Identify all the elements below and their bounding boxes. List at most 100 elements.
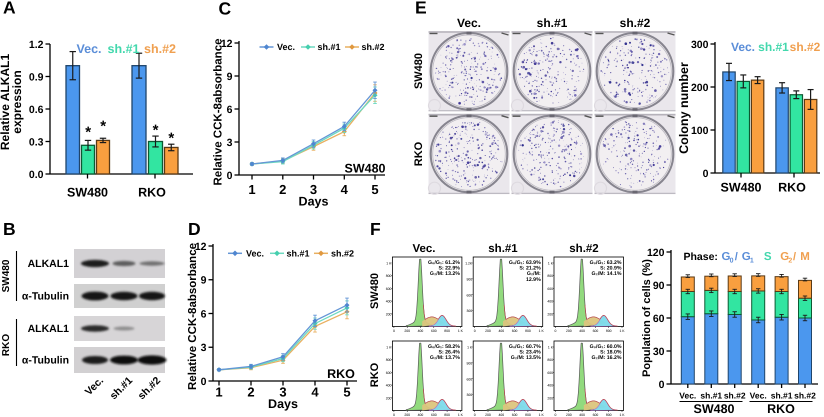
svg-text:600: 600 xyxy=(431,329,437,333)
svg-text:900: 900 xyxy=(467,277,473,281)
svg-text:2: 2 xyxy=(788,258,792,265)
svg-text:G: G xyxy=(742,251,751,263)
svg-text:200: 200 xyxy=(691,82,709,94)
svg-text:1 K: 1 K xyxy=(548,346,554,350)
svg-text:Phase:: Phase: xyxy=(684,251,718,263)
svg-text:Colony number: Colony number xyxy=(677,62,691,154)
svg-text:1: 1 xyxy=(248,182,255,197)
svg-text:SW480: SW480 xyxy=(694,402,735,416)
svg-text:3: 3 xyxy=(310,182,317,197)
svg-text:Vec.: Vec. xyxy=(731,40,755,54)
svg-text:400: 400 xyxy=(547,384,553,388)
svg-text:9: 9 xyxy=(227,71,233,83)
svg-text:0: 0 xyxy=(703,168,709,180)
svg-text:G₀/G₁: 63.9%: G₀/G₁: 63.9% xyxy=(509,260,541,266)
svg-text:S: 20.9%: S: 20.9% xyxy=(600,266,622,272)
svg-text:30: 30 xyxy=(653,346,665,358)
svg-text:S: 22.9%: S: 22.9% xyxy=(439,266,461,272)
svg-text:sh.#1: sh.#1 xyxy=(758,40,789,54)
svg-text:400: 400 xyxy=(498,329,504,333)
svg-text:0: 0 xyxy=(227,170,233,182)
svg-text:G₂/M: 16.2%: G₂/M: 16.2% xyxy=(592,355,622,361)
svg-text:G₀/G₁: 58.2%: G₀/G₁: 58.2% xyxy=(428,344,460,350)
svg-text:600: 600 xyxy=(547,287,553,291)
svg-text:1 K: 1 K xyxy=(467,346,473,350)
svg-text:5: 5 xyxy=(371,182,378,197)
svg-text:200: 200 xyxy=(566,413,572,417)
svg-text:SW480: SW480 xyxy=(721,181,762,195)
svg-text:G₂/M: 13.2%: G₂/M: 13.2% xyxy=(430,271,460,277)
svg-text:0: 0 xyxy=(474,329,476,333)
svg-text:E: E xyxy=(415,0,427,18)
svg-text:sh.#2: sh.#2 xyxy=(569,243,598,255)
svg-text:ALKAL1: ALKAL1 xyxy=(28,258,70,270)
svg-text:400: 400 xyxy=(386,300,392,304)
svg-text:3: 3 xyxy=(279,385,286,400)
svg-text:200: 200 xyxy=(547,312,553,316)
svg-text:C: C xyxy=(219,0,232,19)
svg-text:200: 200 xyxy=(485,329,491,333)
svg-text:300: 300 xyxy=(691,39,709,51)
svg-text:G₀/G₁: 63.2%: G₀/G₁: 63.2% xyxy=(590,260,622,266)
svg-text:G₀/G₁: 60.7%: G₀/G₁: 60.7% xyxy=(509,344,541,350)
svg-text:300: 300 xyxy=(467,393,473,397)
svg-text:100: 100 xyxy=(691,125,709,137)
svg-text:sh.#2: sh.#2 xyxy=(331,249,354,259)
svg-text:A: A xyxy=(3,0,16,18)
svg-text:400: 400 xyxy=(418,329,424,333)
svg-text:Days: Days xyxy=(268,397,298,411)
svg-text:SW480: SW480 xyxy=(1,259,12,292)
svg-text:sh.#1: sh.#1 xyxy=(771,391,793,401)
svg-text:400: 400 xyxy=(579,413,585,417)
svg-text:sh.#1: sh.#1 xyxy=(537,16,568,30)
svg-text:ALKAL1: ALKAL1 xyxy=(28,323,70,335)
svg-text:2: 2 xyxy=(247,385,254,400)
svg-text:12: 12 xyxy=(221,38,233,50)
svg-text:0.3: 0.3 xyxy=(29,136,44,148)
svg-text:RKO: RKO xyxy=(138,186,166,200)
svg-text:Vec.: Vec. xyxy=(76,42,101,56)
svg-text:RKO: RKO xyxy=(413,141,425,166)
svg-text:*: * xyxy=(100,118,106,135)
svg-text:600: 600 xyxy=(467,377,473,381)
svg-text:3: 3 xyxy=(201,342,207,354)
svg-text:300: 300 xyxy=(467,309,473,313)
svg-text:1 K: 1 K xyxy=(386,262,392,266)
svg-text:200: 200 xyxy=(566,329,572,333)
svg-text:SW480: SW480 xyxy=(369,273,381,309)
svg-text:α-Tubulin: α-Tubulin xyxy=(22,291,69,303)
svg-text:600: 600 xyxy=(512,329,518,333)
svg-text:600: 600 xyxy=(593,413,599,417)
svg-text:G₂/M: 13.7%: G₂/M: 13.7% xyxy=(430,355,460,361)
svg-text:G₀/G₁: 61.2%: G₀/G₁: 61.2% xyxy=(428,260,460,266)
svg-text:Relative CCK-8absorbance: Relative CCK-8absorbance xyxy=(213,39,225,186)
svg-text:60: 60 xyxy=(653,313,665,325)
svg-text:1: 1 xyxy=(750,258,754,265)
svg-text:1 K: 1 K xyxy=(539,413,545,417)
svg-text:Vec.: Vec. xyxy=(246,249,264,259)
svg-text:600: 600 xyxy=(512,413,518,417)
svg-text:Vec.: Vec. xyxy=(679,391,696,401)
svg-text:6: 6 xyxy=(227,104,233,116)
svg-text:800: 800 xyxy=(444,329,450,333)
svg-text:0: 0 xyxy=(555,329,557,333)
svg-text:3: 3 xyxy=(227,137,233,149)
svg-text:1 K: 1 K xyxy=(619,413,625,417)
svg-text:600: 600 xyxy=(386,371,392,375)
svg-text:sh.#1: sh.#1 xyxy=(108,42,140,56)
svg-text:1 K: 1 K xyxy=(539,329,545,333)
svg-text:Vec.: Vec. xyxy=(83,375,106,398)
svg-text:sh.#2: sh.#2 xyxy=(362,42,385,52)
svg-text:F: F xyxy=(370,219,381,239)
svg-text:B: B xyxy=(3,219,16,239)
svg-text:9: 9 xyxy=(201,275,207,287)
svg-text:400: 400 xyxy=(498,413,504,417)
svg-text:800: 800 xyxy=(547,358,553,362)
svg-text:600: 600 xyxy=(593,329,599,333)
svg-text:4: 4 xyxy=(341,182,349,197)
svg-text:200: 200 xyxy=(547,396,553,400)
svg-text:S: 21.2%: S: 21.2% xyxy=(519,266,541,272)
svg-text:sh.#2: sh.#2 xyxy=(794,391,816,401)
svg-text:12: 12 xyxy=(195,241,207,253)
svg-text:/: / xyxy=(793,251,796,263)
